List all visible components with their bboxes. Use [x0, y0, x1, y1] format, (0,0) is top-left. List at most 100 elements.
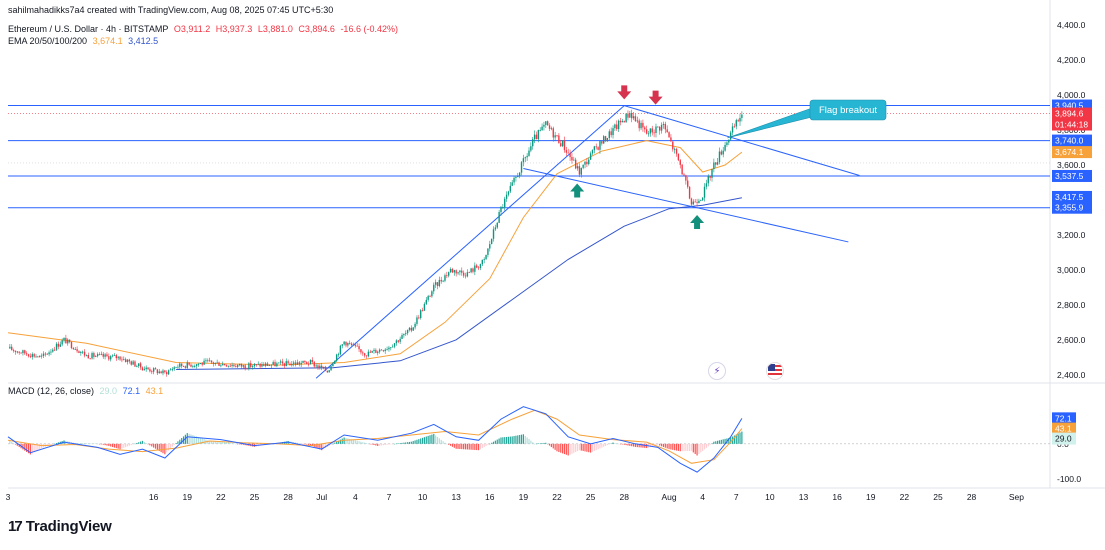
- macd-histogram-bar: [322, 443, 325, 450]
- candle: [328, 370, 330, 373]
- candle: [408, 327, 411, 330]
- macd-histogram-bar: [513, 436, 515, 444]
- macd-histogram-bar: [418, 439, 420, 444]
- candle: [662, 123, 665, 125]
- macd-histogram-bar: [296, 442, 299, 444]
- us-flag-icon[interactable]: [766, 362, 784, 380]
- credit-line: sahilmahadikks7a4 created with TradingVi…: [8, 5, 336, 15]
- macd-histogram-bar: [141, 440, 144, 444]
- candle: [565, 150, 568, 153]
- candle: [195, 364, 198, 366]
- candle: [233, 365, 235, 367]
- macd-histogram-bar: [722, 439, 724, 444]
- candle: [522, 158, 525, 163]
- macd-histogram-bar: [80, 443, 82, 444]
- candle: [268, 365, 271, 367]
- macd-histogram-bar: [401, 442, 403, 444]
- candle: [617, 120, 620, 130]
- candle: [345, 341, 347, 346]
- candle: [528, 150, 530, 156]
- candle: [194, 365, 196, 367]
- macd-histogram-bar: [573, 443, 575, 453]
- candle: [419, 310, 422, 318]
- macd-histogram-bar: [240, 443, 243, 445]
- candle: [688, 186, 691, 199]
- candle: [332, 363, 334, 367]
- candle: [681, 164, 683, 175]
- macd-histogram-bar: [477, 443, 480, 451]
- macd-histogram-bar: [216, 441, 218, 444]
- macd-histogram-bar: [151, 443, 153, 447]
- macd-histogram-bar: [479, 443, 482, 450]
- macd-histogram-bar: [397, 443, 399, 444]
- candle: [664, 123, 667, 130]
- candle: [520, 162, 523, 173]
- candle: [266, 363, 269, 366]
- candle: [548, 125, 551, 129]
- y-tick-label: 4,200.0: [1057, 55, 1086, 65]
- ema-label[interactable]: EMA 20/50/100/200: [8, 36, 88, 46]
- macd-histogram-bar: [207, 440, 209, 444]
- candle: [294, 362, 297, 365]
- candle: [139, 363, 142, 368]
- candle: [360, 349, 362, 353]
- candle: [87, 355, 89, 359]
- macd-histogram-bar: [52, 443, 54, 445]
- candle: [175, 366, 177, 368]
- candle: [358, 346, 360, 350]
- candle: [244, 365, 246, 369]
- candle: [694, 201, 696, 203]
- candle: [81, 351, 84, 353]
- candle: [386, 349, 388, 351]
- macd-histogram-bar: [78, 443, 80, 444]
- candle: [459, 270, 461, 273]
- candle: [205, 360, 207, 362]
- candle: [251, 366, 254, 367]
- macd-histogram-bar: [715, 441, 717, 444]
- candle: [524, 157, 526, 159]
- candle: [78, 351, 80, 354]
- candle: [207, 360, 209, 362]
- candle: [35, 356, 37, 358]
- macd-histogram-bar: [138, 442, 140, 444]
- macd-label[interactable]: MACD (12, 26, close): [8, 386, 95, 396]
- macd-histogram-bar: [468, 443, 470, 450]
- macd-axis-tag-label: 29.0: [1055, 434, 1072, 444]
- macd-histogram-bar: [364, 442, 366, 444]
- candle: [487, 248, 489, 255]
- macd-histogram-bar: [149, 443, 151, 446]
- macd-histogram-bar: [631, 443, 633, 447]
- candle: [733, 126, 736, 128]
- x-tick-label: 10: [418, 492, 428, 502]
- candle: [20, 352, 22, 354]
- macd-histogram-bar: [541, 443, 543, 444]
- candle: [306, 362, 308, 364]
- macd-histogram-bar: [350, 439, 353, 444]
- candle: [382, 350, 385, 352]
- macd-histogram-bar: [358, 441, 360, 444]
- candle: [365, 355, 368, 357]
- candle: [593, 146, 596, 151]
- symbol-title[interactable]: Ethereum / U.S. Dollar · 4h · BITSTAMP: [8, 24, 169, 34]
- lightning-icon[interactable]: ⚡: [708, 362, 726, 380]
- macd-histogram-bar: [91, 443, 93, 444]
- macd-histogram-bar: [436, 436, 439, 444]
- macd-histogram-bar: [304, 443, 306, 445]
- macd-histogram-bar: [309, 443, 312, 446]
- candle: [121, 359, 123, 361]
- candle: [683, 174, 685, 176]
- tradingview-brand[interactable]: 17 TradingView: [8, 518, 112, 535]
- x-tick-label: 4: [353, 492, 358, 502]
- x-tick-label: Aug: [661, 492, 676, 502]
- candle: [483, 259, 485, 260]
- change-value: -16.6 (-0.42%): [340, 24, 398, 34]
- candle: [698, 200, 700, 203]
- macd-histogram-bar: [530, 440, 532, 444]
- candle: [602, 136, 605, 144]
- candle: [315, 365, 317, 367]
- candle: [167, 370, 170, 375]
- macd-histogram-bar: [554, 443, 556, 450]
- macd-histogram-bar: [145, 443, 147, 444]
- candle: [106, 354, 108, 357]
